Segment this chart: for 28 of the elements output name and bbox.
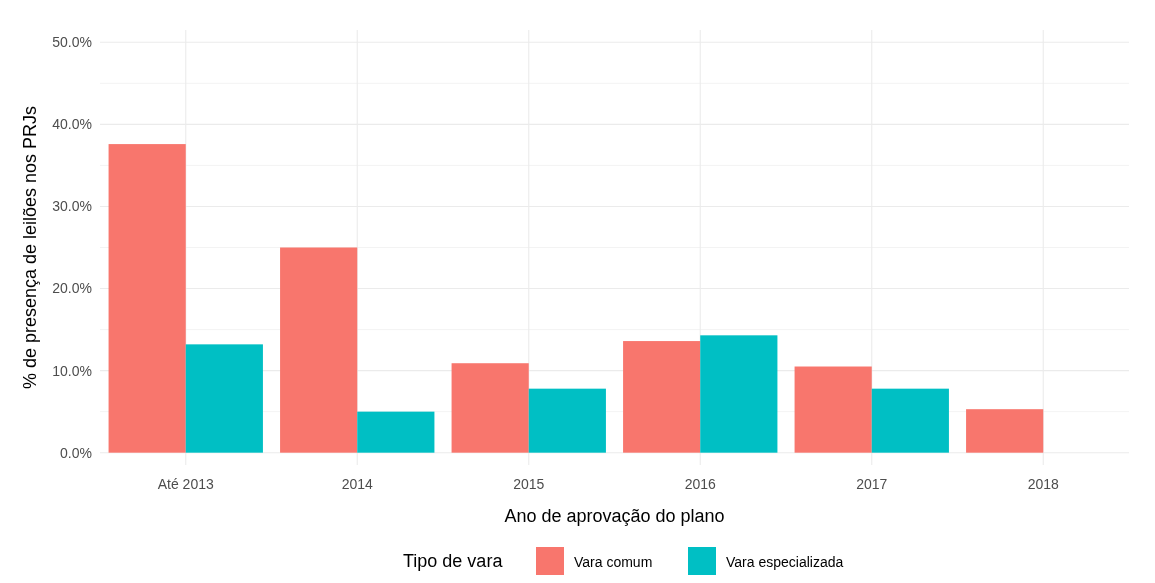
bar	[623, 341, 701, 453]
bar	[700, 335, 778, 453]
bar	[280, 247, 358, 453]
y-axis-title: % de presença de leilões nos PRJs	[20, 105, 40, 390]
legend-label: Vara especializada	[726, 554, 844, 570]
x-tick-label: 2014	[341, 476, 374, 492]
bar	[451, 363, 529, 453]
y-tick-label: 50.0%	[52, 34, 92, 51]
y-tick-label: 30.0%	[52, 198, 92, 215]
bar	[357, 411, 435, 453]
x-tick-label: 2018	[1027, 476, 1060, 492]
x-axis-title: Ano de aprovação do plano	[504, 506, 725, 526]
legend-label: Vara comum	[574, 554, 653, 570]
bar	[871, 388, 949, 453]
bar	[185, 344, 263, 453]
x-tick-label: 2017	[856, 476, 888, 492]
x-tick-label: 2016	[684, 476, 717, 492]
bar	[108, 144, 186, 453]
y-tick-label: 0.0%	[60, 444, 92, 461]
x-tick-label: Até 2013	[157, 476, 214, 492]
bar	[528, 388, 606, 453]
x-tick-label: 2015	[513, 476, 545, 492]
bar	[794, 366, 872, 453]
bar	[966, 409, 1044, 453]
legend-title: Tipo de vara	[403, 551, 504, 571]
y-tick-label: 10.0%	[52, 362, 92, 379]
y-tick-label: 20.0%	[52, 280, 92, 297]
y-tick-label: 40.0%	[52, 116, 92, 133]
